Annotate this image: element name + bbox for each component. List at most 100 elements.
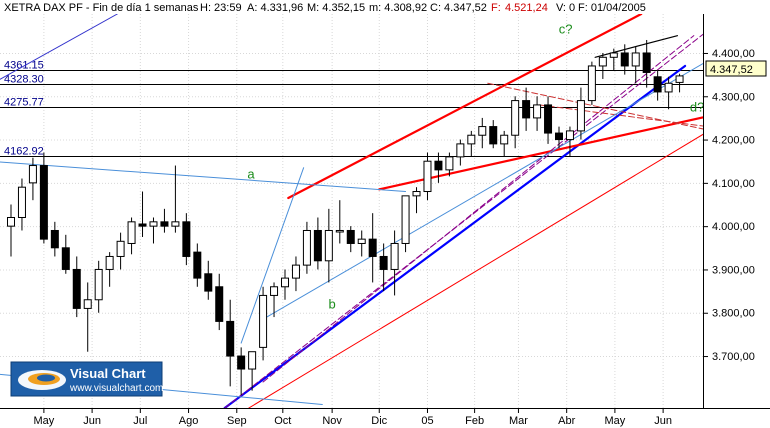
candle-body-down [50, 229, 59, 249]
candle-body-down [620, 52, 629, 67]
y-tick-label: 3.700,00 [712, 351, 755, 363]
candle-body-up [248, 351, 257, 370]
y-tick-label: 4.200,00 [712, 135, 755, 147]
candle [544, 96, 553, 144]
candle [237, 347, 246, 396]
candle [94, 260, 103, 313]
title-open: A: 4.331,96 [247, 2, 303, 14]
blue-top-left [0, 14, 118, 80]
light-blue-steep [240, 167, 305, 344]
x-tick-label: Jul [133, 415, 147, 427]
candle [50, 221, 59, 257]
candle [467, 130, 476, 157]
candle [7, 204, 15, 257]
level-label: 4162.92 [4, 146, 44, 158]
candle [116, 232, 125, 270]
candle-body-up [105, 255, 114, 270]
level-label: 4275.77 [4, 97, 44, 109]
candle [631, 46, 640, 84]
candle-body-down [72, 268, 81, 309]
candle-body-up [533, 104, 542, 119]
candle-body-up [94, 268, 103, 301]
candle-body-up [664, 82, 673, 93]
candle [138, 191, 147, 237]
candle-body-up [576, 100, 585, 132]
title-bar: XETRA DAX PF - Fin de día 1 semanas H: 2… [4, 2, 646, 14]
long-red-trendline [248, 133, 703, 408]
candle [390, 230, 399, 296]
candle-body-up [28, 165, 37, 184]
wave-label: d? [690, 99, 704, 114]
candle [39, 152, 48, 244]
trend-lines [0, 14, 703, 408]
candle-body-down [642, 52, 651, 73]
candle [368, 213, 377, 283]
y-tick-label: 4.100,00 [712, 178, 755, 190]
current-price-box: 4.347,52 [705, 60, 767, 77]
candle [291, 256, 300, 292]
candle-body-down [193, 251, 202, 279]
current-price-background [705, 60, 767, 77]
candle-body-down [555, 132, 563, 141]
candle-body-down [379, 255, 388, 270]
candle [248, 351, 257, 391]
candle-body-up [83, 299, 92, 309]
title-future-value: 4.521,24 [505, 2, 548, 14]
candle [313, 217, 322, 270]
title-max: M: 4.352,15 [307, 2, 365, 14]
logo-url: www.visualchart.com [69, 383, 163, 394]
candle-body-up [401, 195, 410, 244]
candle [83, 282, 92, 352]
x-tick-label: Jun [83, 415, 101, 427]
candle-body-down [204, 273, 213, 292]
x-axis: AbrMayJunJulAgoSepOctNovDic05FebMarAbrMa… [33, 408, 672, 427]
wave-label: c? [559, 21, 573, 36]
y-tick-label: 4.400,00 [712, 48, 755, 60]
candle [456, 139, 465, 166]
logo-name: Visual Chart [70, 366, 146, 381]
candle-body-down [237, 355, 246, 370]
candle-body-up [587, 65, 596, 102]
wave-label: b [329, 296, 336, 311]
title-future-label: F: [491, 2, 501, 14]
y-axis: 4.400,00 4.300,00 4.200,00 4.100,00 4.000,00… [703, 48, 755, 363]
candle [72, 256, 81, 318]
current-price-value: 4.347,52 [710, 64, 753, 76]
candle-body-up [259, 294, 268, 348]
candle-body-up [302, 229, 311, 266]
candlesticks [7, 39, 684, 396]
candle-body-up [478, 126, 487, 136]
candle-body-down [489, 126, 498, 145]
logo-swoosh-icon [18, 370, 66, 390]
candle-body-up [631, 52, 640, 67]
candle [522, 87, 531, 131]
candle [445, 152, 454, 177]
candle [576, 87, 585, 140]
x-tick-label: Abr [558, 415, 575, 427]
candle [160, 208, 169, 233]
candle-body-up [270, 286, 279, 296]
candle-body-up [149, 221, 158, 227]
dashed-purple-1 [224, 33, 703, 408]
candle [620, 44, 629, 75]
candle-body-down [653, 76, 662, 93]
candle [28, 157, 37, 201]
candle-body-up [511, 100, 520, 136]
candle [423, 152, 432, 201]
candle [675, 73, 684, 93]
light-blue-upper-2 [262, 62, 703, 320]
candle [346, 226, 355, 253]
visual-chart-logo: Visual Chart www.visualchart.com [10, 361, 163, 397]
title-high: H: 23:59 [200, 2, 242, 14]
candle [533, 96, 542, 131]
candle-body-up [675, 75, 684, 83]
dashed-red-1 [487, 82, 703, 130]
candle-body-up [116, 240, 125, 257]
candle [17, 178, 26, 231]
wave-label: a [247, 167, 255, 182]
candle-body-down [226, 320, 235, 357]
x-tick-label: 05 [421, 415, 433, 427]
x-tick-label: Jun [654, 415, 672, 427]
title-volume: V: 0 [556, 2, 575, 14]
